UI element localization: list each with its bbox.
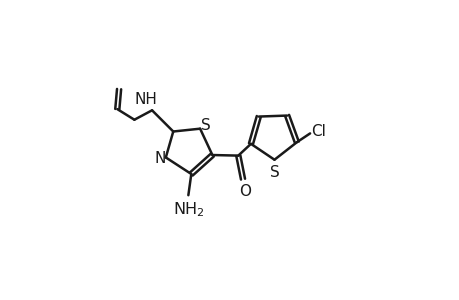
Text: O: O [238,184,250,200]
Text: S: S [269,165,280,180]
Text: NH: NH [134,92,157,107]
Text: Cl: Cl [310,124,325,140]
Text: S: S [200,118,210,133]
Text: N: N [154,151,165,166]
Text: NH$_2$: NH$_2$ [172,200,204,219]
